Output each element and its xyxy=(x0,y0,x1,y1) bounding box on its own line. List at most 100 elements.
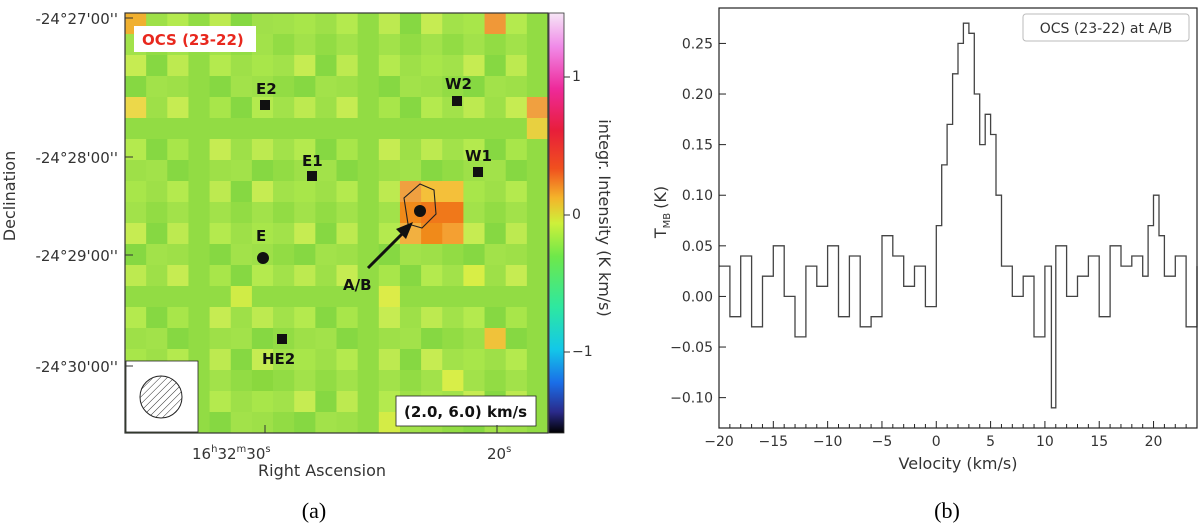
map-cell xyxy=(442,55,464,77)
map-cell xyxy=(442,13,464,35)
source-label-e1: E1 xyxy=(302,152,323,170)
map-cell xyxy=(315,244,337,266)
map-cell xyxy=(421,223,443,245)
map-cell xyxy=(484,202,507,224)
map-cell xyxy=(315,13,337,35)
map-cell xyxy=(442,139,464,161)
map-cell xyxy=(336,97,359,119)
map-cell xyxy=(378,328,401,350)
map-cell xyxy=(357,286,380,308)
map-cell xyxy=(294,265,316,287)
spectrum-y-tick-label: 0.05 xyxy=(682,239,713,255)
map-cell xyxy=(378,202,401,224)
map-cell xyxy=(484,265,507,287)
map-cell xyxy=(336,349,359,371)
map-cell xyxy=(294,370,316,392)
map-cell xyxy=(209,97,232,119)
map-cell xyxy=(421,349,443,371)
map-cell xyxy=(230,412,253,434)
map-cell xyxy=(167,202,189,224)
map-cell xyxy=(209,160,232,182)
map-cell xyxy=(378,349,401,371)
map-cell xyxy=(188,202,211,224)
spectrum-x-axis-label: Velocity (km/s) xyxy=(899,454,1018,473)
map-cell xyxy=(294,412,316,434)
map-cell xyxy=(505,181,528,203)
map-cell xyxy=(294,13,316,35)
map-cell xyxy=(357,307,380,329)
map-cell xyxy=(336,34,359,56)
map-cell xyxy=(442,328,464,350)
map-cell xyxy=(230,328,253,350)
source-label-ab: A/B xyxy=(343,276,372,294)
map-cell xyxy=(125,55,147,77)
map-cell xyxy=(463,244,486,266)
map-cell xyxy=(421,370,443,392)
map-cell xyxy=(421,118,443,140)
map-cell xyxy=(463,223,486,245)
map-cell xyxy=(399,265,422,287)
map-cell xyxy=(357,97,380,119)
map-cell xyxy=(399,118,422,140)
map-cell xyxy=(209,265,232,287)
source-label-he2: HE2 xyxy=(262,350,295,368)
map-cell xyxy=(336,202,359,224)
map-cell xyxy=(357,223,380,245)
map-cell xyxy=(484,223,507,245)
map-cell xyxy=(251,370,274,392)
map-cell xyxy=(442,286,464,308)
map-cell xyxy=(230,76,253,98)
map-cell xyxy=(357,118,380,140)
map-cell xyxy=(167,55,189,77)
map-title: OCS (23-22) xyxy=(142,31,244,49)
map-cell xyxy=(526,118,549,140)
spectrum-y-tick-label: 0.00 xyxy=(682,289,713,305)
spectrum-y-axis-label: TMB(K) xyxy=(651,186,673,239)
map-cell xyxy=(230,181,253,203)
map-cell xyxy=(484,13,507,35)
map-cell xyxy=(526,307,549,329)
map-cell xyxy=(442,34,464,56)
map-cell xyxy=(188,76,211,98)
map-cell xyxy=(315,328,337,350)
spectrum-series-line xyxy=(719,22,1198,409)
map-cell xyxy=(357,160,380,182)
spectrum-x-tick-label: 10 xyxy=(1036,434,1054,450)
spectrum-y-tick-label: 0.15 xyxy=(682,138,713,154)
map-cell xyxy=(209,391,232,413)
map-cell xyxy=(167,307,189,329)
map-cell xyxy=(484,328,507,350)
source-marker-w2 xyxy=(452,96,462,106)
map-cell xyxy=(273,265,295,287)
dec-tick-1: -24°27'00'' xyxy=(35,10,118,28)
map-cell xyxy=(230,244,253,266)
map-cell xyxy=(209,328,232,350)
map-cell xyxy=(463,286,486,308)
map-cell xyxy=(209,181,232,203)
map-cell xyxy=(209,223,232,245)
spectrum-x-tick-label: 5 xyxy=(986,434,995,450)
map-cell xyxy=(146,223,168,245)
map-cell xyxy=(125,286,147,308)
map-cell xyxy=(421,328,443,350)
map-cell xyxy=(209,244,232,266)
map-cell xyxy=(357,349,380,371)
map-cell xyxy=(526,286,549,308)
map-cell xyxy=(336,391,359,413)
source-marker-e xyxy=(257,252,269,264)
map-cell xyxy=(526,13,549,35)
map-cell xyxy=(442,349,464,371)
map-cell xyxy=(378,139,401,161)
map-cell xyxy=(357,181,380,203)
map-cell xyxy=(378,370,401,392)
map-cell xyxy=(294,34,316,56)
map-cell xyxy=(251,55,274,77)
map-cell xyxy=(188,244,211,266)
map-cell xyxy=(357,265,380,287)
map-cell xyxy=(463,55,486,77)
map-cell xyxy=(315,34,337,56)
map-cell xyxy=(442,370,464,392)
source-label-e: E xyxy=(256,227,266,245)
map-cell xyxy=(484,349,507,371)
map-cell xyxy=(463,265,486,287)
